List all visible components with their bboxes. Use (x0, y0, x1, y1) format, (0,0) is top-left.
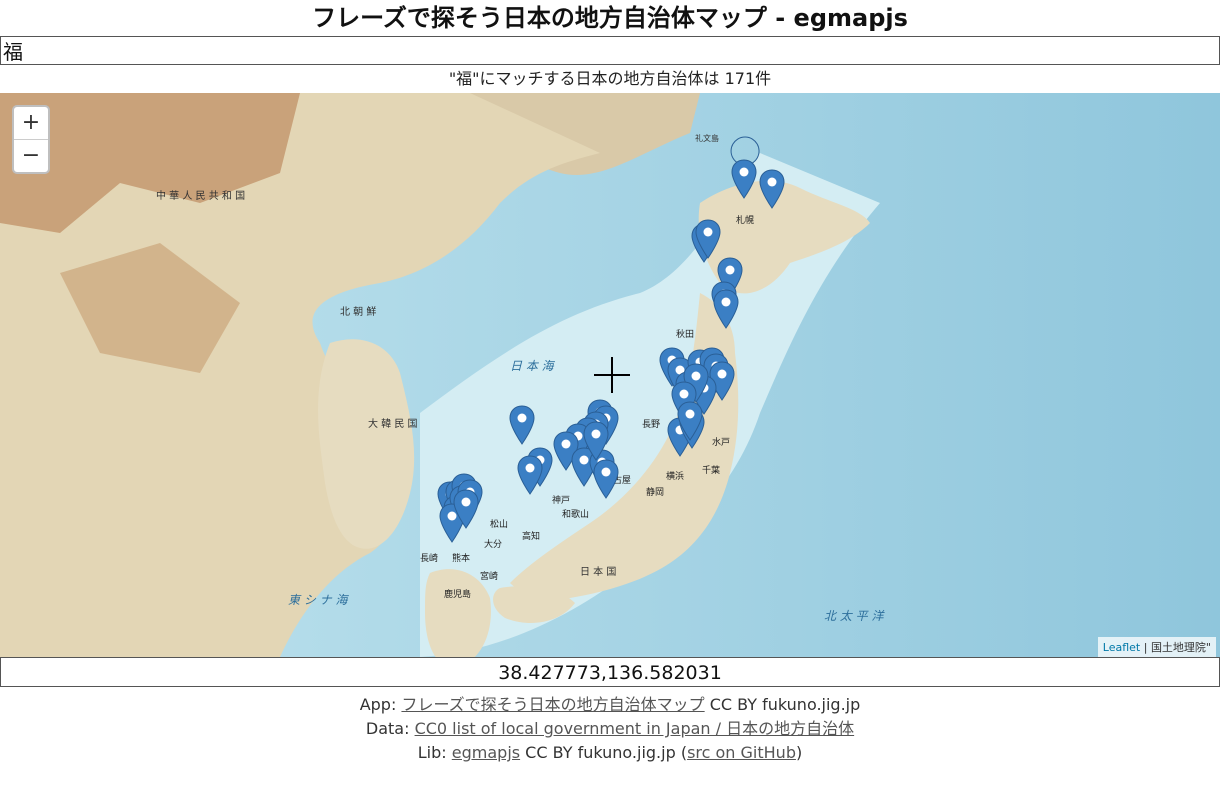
map-label-akita: 秋田 (676, 330, 695, 340)
map-label-nagano: 長野 (642, 420, 661, 430)
map-marker[interactable] (677, 401, 703, 441)
map-marker[interactable] (453, 489, 479, 529)
map-marker[interactable] (571, 447, 597, 487)
map-attribution: Leaflet | 国土地理院" (1097, 637, 1216, 657)
zoom-control: + − (12, 105, 50, 174)
map-marker[interactable] (695, 219, 721, 259)
map-marker[interactable] (517, 455, 543, 495)
map-marker[interactable] (683, 363, 709, 403)
map-tiles (0, 93, 1220, 657)
footer-app-line: App: フレーズで探そう日本の地方自治体マップ CC BY fukuno.ji… (0, 693, 1220, 717)
map-label-east-china-sea: 東 シ ナ 海 (288, 593, 348, 607)
map-marker[interactable] (759, 169, 785, 209)
app-link[interactable]: フレーズで探そう日本の地方自治体マップ (401, 695, 705, 714)
map-label-kochi: 高知 (522, 532, 541, 542)
attribution-gsi: 国土地理院" (1150, 641, 1211, 654)
map-marker[interactable] (731, 159, 757, 199)
map-label-wakayama: 和歌山 (562, 510, 590, 520)
search-container (0, 36, 1220, 65)
map-label-nagoya: 名古屋 (604, 476, 632, 486)
map-label-oita: 大分 (484, 540, 503, 550)
footer-data-prefix: Data: (365, 719, 415, 738)
attribution-leaflet-link[interactable]: Leaflet (1102, 641, 1141, 654)
github-link[interactable]: src on GitHub (687, 743, 796, 762)
map-label-kumamoto: 熊本 (452, 554, 471, 564)
zoom-out-button[interactable]: − (14, 139, 48, 172)
map-label-nagasaki: 長崎 (420, 554, 439, 564)
map-label-mito: 水戸 (712, 438, 731, 448)
map-label-chiba: 千葉 (702, 466, 721, 476)
map-label-kobe: 神戸 (552, 496, 571, 506)
footer-data-line: Data: CC0 list of local government in Ja… (0, 717, 1220, 741)
map-label-south-korea: 大 韓 民 国 (368, 419, 418, 430)
footer-app-prefix: App: (359, 695, 402, 714)
lib-link[interactable]: egmapjs (451, 743, 521, 762)
map-marker[interactable] (713, 289, 739, 329)
map-label-miyazaki: 宮崎 (480, 572, 499, 582)
footer-lib-line: Lib: egmapjs CC BY fukuno.jig.jp (src on… (0, 741, 1220, 765)
map-label-pacific: 北 太 平 洋 (824, 609, 884, 623)
map-label-yokohama: 横浜 (666, 472, 685, 482)
page-title: フレーズで探そう日本の地方自治体マップ - egmapjs (312, 4, 908, 32)
data-link[interactable]: CC0 list of local government in Japan / … (414, 719, 855, 738)
map-label-sapporo: 札幌 (736, 216, 755, 226)
map-marker[interactable] (509, 405, 535, 445)
footer-app-suffix: CC BY fukuno.jig.jp (704, 695, 861, 714)
footer-lib-prefix: Lib: (417, 743, 452, 762)
map-label-matsuyama: 松山 (490, 520, 509, 530)
map-marker[interactable] (553, 431, 579, 471)
coordinate-display: 38.427773,136.582031 (0, 657, 1220, 687)
footer-lib-suffix: ) (795, 743, 803, 762)
footer: App: フレーズで探そう日本の地方自治体マップ CC BY fukuno.ji… (0, 693, 1220, 765)
map-label-japan: 日 本 国 (580, 567, 617, 578)
map-label-sea-of-japan: 日 本 海 (510, 359, 554, 373)
map-label-china: 中 華 人 民 共 和 国 (156, 191, 246, 202)
map-label-rebun: 礼文島 (695, 134, 719, 143)
search-input[interactable] (0, 36, 1220, 65)
result-count: "福"にマッチする日本の地方自治体は 171件 (448, 69, 772, 88)
map-marker[interactable] (709, 361, 735, 401)
map-label-north-korea: 北 朝 鮮 (340, 307, 377, 318)
map-marker[interactable] (583, 421, 609, 461)
map-marker[interactable] (593, 459, 619, 499)
zoom-in-button[interactable]: + (21, 110, 41, 135)
footer-lib-mid: CC BY fukuno.jig.jp ( (520, 743, 688, 762)
map-label-shizuoka: 静岡 (646, 488, 665, 498)
map[interactable]: 中 華 人 民 共 和 国 北 朝 鮮 大 韓 民 国 日 本 海 東 シ ナ … (0, 93, 1220, 657)
map-label-kagoshima: 鹿児島 (444, 590, 472, 600)
attribution-separator: | (1140, 641, 1151, 654)
